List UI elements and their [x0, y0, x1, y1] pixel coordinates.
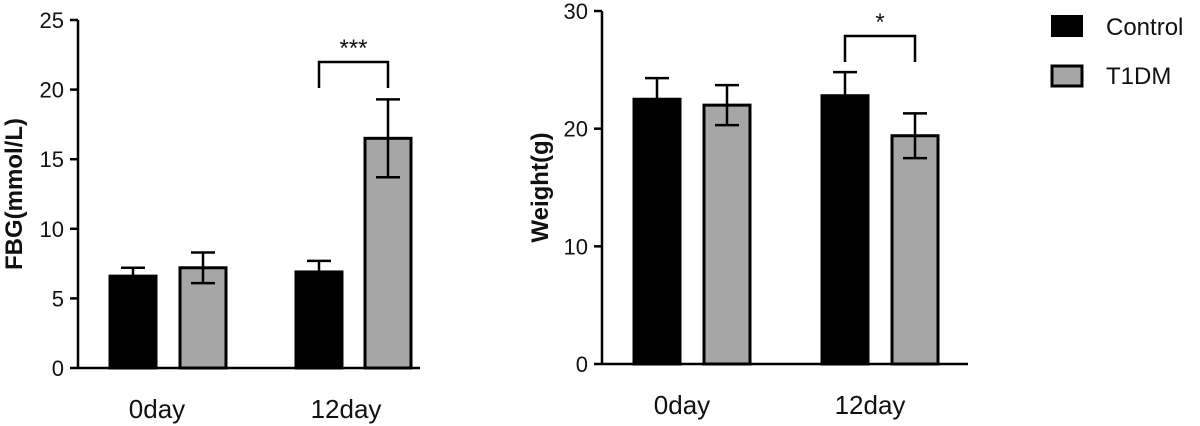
fbg-y-tick-label: 5: [52, 286, 64, 311]
fbg-y-axis-label: FBG(mmol/L): [1, 118, 28, 270]
legend-swatch-control: [1051, 15, 1083, 37]
chart-legend: Control T1DM: [1050, 14, 1183, 90]
weight-y-axis-label: Weight(g): [527, 132, 554, 242]
weight-y-tick-label: 0: [576, 352, 588, 377]
fbg-y-tick-label: 10: [40, 217, 64, 242]
fbg-x-tick-label: 0day: [129, 394, 185, 424]
weight-bar-control-0day: [632, 97, 682, 366]
fbg-y-tick-label: 0: [52, 356, 64, 381]
fbg-bar-control-0day: [108, 274, 158, 370]
weight-chart-panel: 0 10 20 30 Weight(g) 0day 12day *: [527, 0, 968, 420]
weight-y-tick-label: 30: [564, 0, 588, 24]
fbg-y-tick-label: 25: [40, 8, 64, 33]
weight-bar-control-12day: [820, 94, 870, 366]
fbg-y-tick-label: 20: [40, 78, 64, 103]
fbg-bar-t1dm-0day: [178, 266, 228, 370]
fbg-y-tick-label: 15: [40, 147, 64, 172]
weight-x-tick-label: 12day: [835, 390, 906, 420]
weight-x-tick-label: 0day: [654, 390, 710, 420]
fbg-significance-bracket: [317, 60, 390, 88]
fbg-significance-label: ***: [339, 35, 367, 62]
fbg-bar-control-12day: [294, 270, 344, 370]
weight-significance-bracket: [843, 34, 917, 62]
weight-bar-t1dm-0day: [702, 103, 752, 366]
weight-bar-t1dm-12day: [890, 134, 940, 366]
fbg-x-tick-label: 12day: [311, 394, 382, 424]
legend-label-control: Control: [1106, 14, 1183, 41]
legend-swatch-t1dm: [1050, 64, 1084, 88]
weight-y-tick-label: 20: [564, 117, 588, 142]
weight-significance-label: *: [875, 9, 884, 36]
legend-label-t1dm: T1DM: [1106, 63, 1171, 90]
weight-y-tick-label: 10: [564, 234, 588, 259]
fbg-chart-panel: 0 5 10 15 20 25 FBG(mmol/L) 0day 12day ***: [1, 8, 420, 424]
